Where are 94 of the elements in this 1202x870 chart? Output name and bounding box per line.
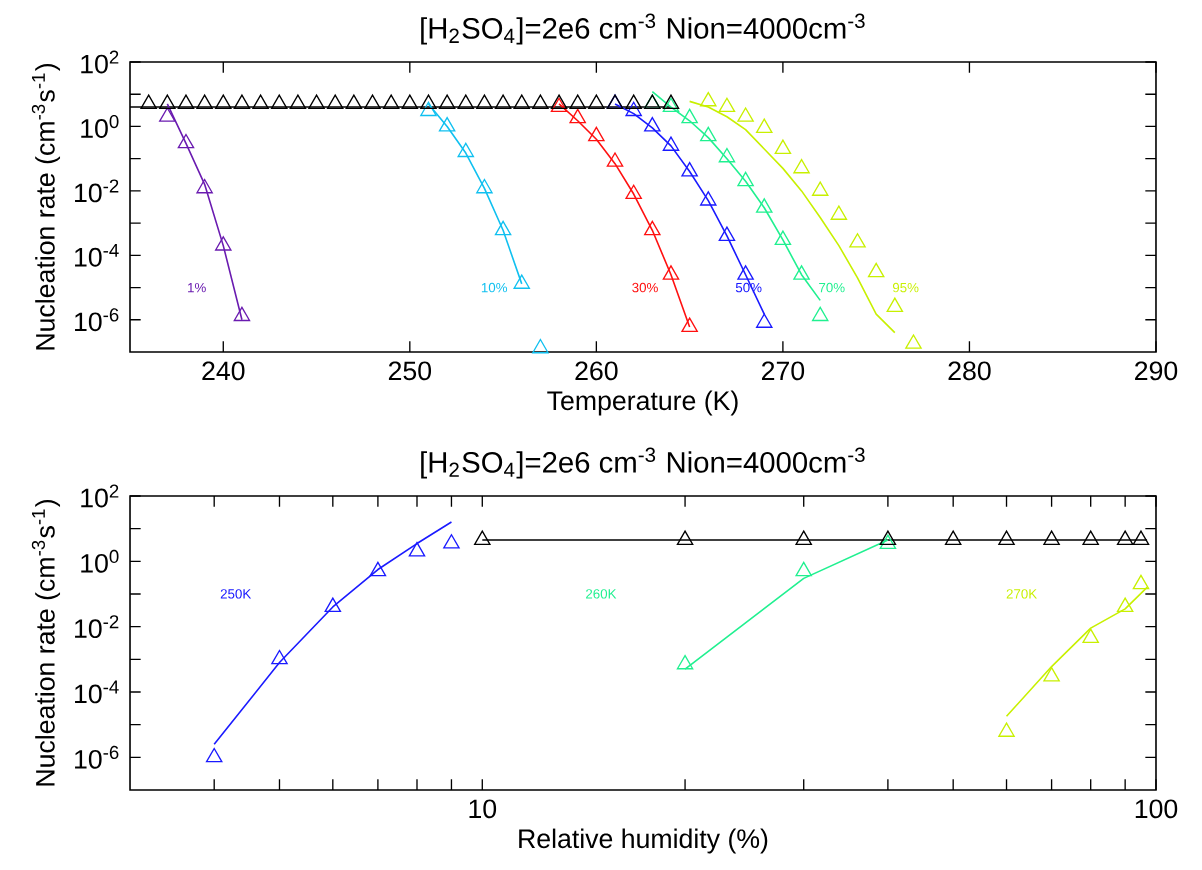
point	[140, 94, 157, 110]
point	[289, 94, 307, 110]
point	[755, 118, 773, 133]
y-tick-label: 10$^{0}$	[81, 115, 119, 138]
y-tick-label: 10$^{2}$	[81, 50, 119, 74]
point	[662, 136, 680, 151]
x-axis-title: Temperature (K)	[547, 390, 738, 416]
point	[569, 108, 586, 124]
point	[737, 107, 754, 122]
point	[494, 220, 512, 236]
point	[457, 142, 475, 158]
y-tick-label: 10$^{-6}$	[75, 308, 119, 332]
point	[177, 94, 195, 110]
point	[867, 262, 885, 278]
point	[364, 94, 381, 110]
y-axis-title: Nucleation rate (cm$^{-3}$s$^{-1}$)	[31, 499, 61, 786]
point	[382, 94, 400, 110]
point	[513, 274, 531, 289]
chart-title: [H$_{2}$SO$_{4}$]=2e6 cm$^{-3}$ Nion=4000cm$^{-3}$	[421, 447, 865, 479]
point	[345, 94, 363, 110]
point	[793, 158, 810, 174]
point	[625, 94, 642, 110]
point	[737, 265, 754, 280]
x-axis-title: Relative humidity (%)	[519, 828, 768, 854]
x-tick-label: 270	[761, 361, 805, 381]
point	[606, 152, 624, 167]
point	[177, 133, 195, 149]
point	[588, 126, 605, 142]
point	[886, 297, 904, 313]
point	[737, 171, 754, 187]
point	[905, 334, 922, 349]
point	[830, 205, 848, 220]
point	[644, 116, 661, 132]
point	[681, 317, 698, 332]
point	[196, 178, 213, 194]
point	[718, 147, 736, 163]
y-tick-label: 10$^{-6}$	[75, 745, 119, 769]
x-tick-label: 250	[388, 361, 432, 381]
point	[252, 94, 269, 110]
y-tick-label: 10$^{-2}$	[75, 615, 119, 639]
chart-title: [H$_{2}$SO$_{4}$]=2e6 cm$^{-3}$ Nion=4000cm$^{-3}$	[421, 13, 865, 45]
point	[233, 306, 251, 322]
point	[625, 101, 642, 117]
point	[308, 94, 325, 110]
x-tick-label: 260	[575, 361, 618, 381]
point	[233, 94, 251, 110]
point	[532, 338, 549, 354]
y-tick-label: 10$^{0}$	[81, 549, 119, 573]
point	[681, 108, 698, 124]
point	[438, 116, 456, 132]
point	[457, 94, 475, 110]
y-tick-label: 10$^{-4}$	[75, 243, 119, 267]
point	[718, 97, 736, 113]
point	[476, 94, 493, 110]
point	[569, 94, 586, 110]
x-tick-label: 10	[469, 799, 497, 819]
point	[438, 94, 456, 110]
point	[681, 162, 698, 177]
x-tick-label: 290	[1135, 361, 1178, 381]
x-tick-label: 100	[1135, 799, 1178, 819]
point	[532, 94, 549, 110]
point	[401, 94, 419, 110]
point	[774, 139, 792, 155]
point	[811, 181, 829, 196]
y-tick-label: 10$^{2}$	[81, 484, 119, 508]
y-tick-label: 10$^{-2}$	[75, 179, 119, 203]
point	[625, 184, 642, 200]
line-series	[688, 100, 896, 334]
point	[662, 265, 680, 280]
point	[513, 94, 531, 110]
point	[476, 178, 493, 194]
y-axis-title: Nucleation rate (cm$^{-3}$s$^{-1}$)	[31, 64, 61, 350]
y-tick-label: 10$^{-4}$	[75, 680, 119, 704]
point	[159, 94, 176, 110]
point	[270, 94, 288, 110]
point	[699, 126, 717, 142]
point	[214, 94, 232, 110]
x-tick-label: 240	[202, 361, 245, 381]
point	[699, 91, 717, 107]
point	[196, 94, 213, 110]
point	[793, 265, 810, 280]
point	[644, 220, 661, 236]
point	[494, 94, 512, 110]
x-tick-label: 280	[948, 361, 991, 381]
point	[849, 233, 866, 248]
point	[811, 306, 829, 322]
point	[588, 94, 605, 110]
point	[755, 198, 773, 213]
point	[774, 230, 792, 246]
point	[420, 94, 437, 110]
point	[718, 226, 736, 241]
point	[214, 236, 232, 251]
point	[699, 191, 717, 206]
point	[326, 94, 344, 110]
